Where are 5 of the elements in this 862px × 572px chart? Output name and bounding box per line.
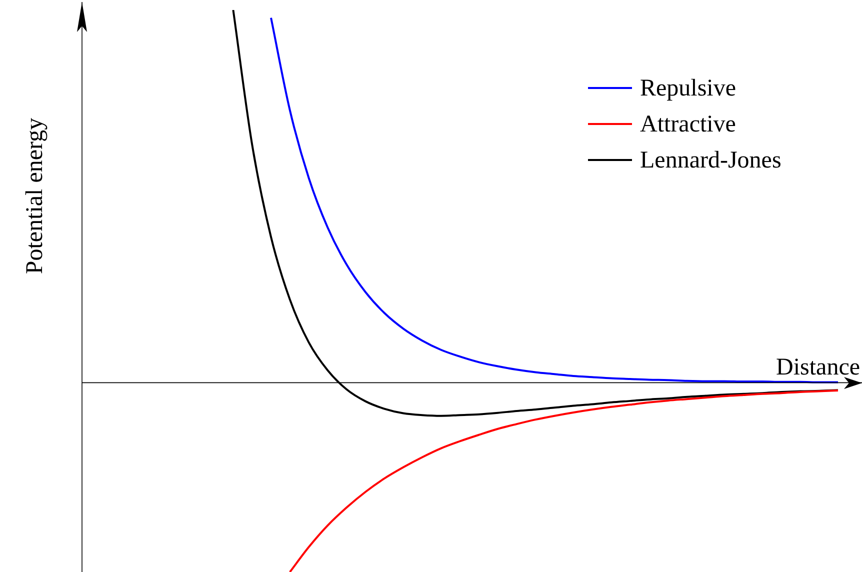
y-axis-title: Potential energy [22,118,48,274]
legend-label: Attractive [640,111,736,138]
legend-label: Repulsive [640,75,736,102]
legend-label: Lennard-Jones [640,147,782,174]
x-axis-title: Distance [776,354,860,381]
